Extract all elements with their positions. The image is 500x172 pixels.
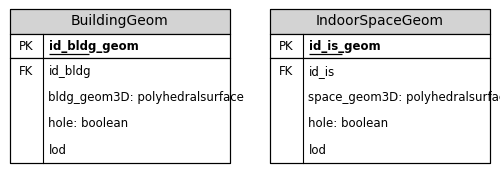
Text: FK: FK bbox=[279, 65, 293, 78]
Text: id_bldg: id_bldg bbox=[48, 65, 91, 78]
Text: space_geom3D: polyhedralsurface: space_geom3D: polyhedralsurface bbox=[308, 91, 500, 104]
Text: id_is: id_is bbox=[308, 65, 335, 78]
Bar bbox=[10, 9, 230, 34]
Bar bbox=[270, 34, 490, 58]
Text: PK: PK bbox=[279, 40, 293, 53]
Bar bbox=[10, 34, 230, 58]
Text: id_bldg_geom: id_bldg_geom bbox=[48, 40, 138, 53]
Text: hole: boolean: hole: boolean bbox=[48, 117, 128, 130]
Bar bbox=[270, 58, 490, 163]
Bar bbox=[270, 9, 490, 163]
Bar bbox=[10, 9, 230, 163]
Text: BuildingGeom: BuildingGeom bbox=[71, 14, 169, 28]
Text: hole: boolean: hole: boolean bbox=[308, 117, 388, 130]
Text: IndoorSpaceGeom: IndoorSpaceGeom bbox=[316, 14, 444, 28]
Text: PK: PK bbox=[19, 40, 34, 53]
Bar bbox=[10, 58, 230, 163]
Text: bldg_geom3D: polyhedralsurface: bldg_geom3D: polyhedralsurface bbox=[48, 91, 244, 104]
Text: lod: lod bbox=[308, 144, 326, 157]
Bar bbox=[270, 9, 490, 34]
Text: id_is_geom: id_is_geom bbox=[308, 40, 380, 53]
Text: lod: lod bbox=[48, 144, 66, 157]
Text: FK: FK bbox=[19, 65, 34, 78]
